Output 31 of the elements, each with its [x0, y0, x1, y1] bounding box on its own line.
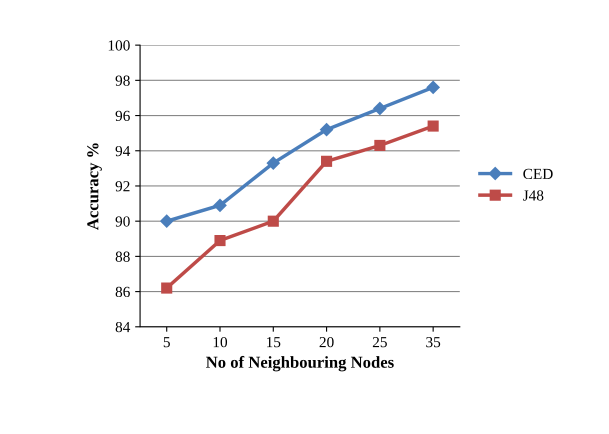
point [374, 140, 386, 152]
point [428, 120, 439, 132]
y-tick-label: 100 [108, 40, 130, 51]
point [161, 282, 172, 294]
y-tick-label: 96 [116, 110, 130, 122]
y-axis-title: Accuracy % [87, 143, 102, 230]
y-tick-label: 90 [116, 216, 130, 227]
point [213, 198, 227, 212]
x-axis-title: No of Neighbouring Nodes [206, 356, 394, 372]
legend-label: J48 [523, 190, 544, 201]
x-tick-label: 15 [266, 337, 280, 348]
point [321, 156, 332, 167]
x-tick-label: 25 [372, 337, 387, 348]
point [160, 214, 174, 228]
legend-label: CED [523, 168, 553, 180]
x-tick-label: 10 [214, 336, 228, 348]
y-tick-label: 92 [116, 181, 130, 192]
y-tick-label: 84 [116, 322, 130, 332]
point [373, 102, 386, 116]
y-tick-label: 94 [116, 146, 130, 156]
point [320, 123, 334, 136]
x-tick-label: 5 [164, 337, 170, 348]
y-tick-label: 88 [116, 252, 130, 262]
point [266, 156, 280, 170]
x-tick-label: 35 [426, 337, 440, 348]
point [426, 80, 440, 94]
x-tick-label: 20 [320, 336, 334, 348]
y-tick-label: 86 [116, 286, 130, 298]
point [214, 234, 226, 246]
y-tick-label: 98 [116, 75, 130, 86]
point [268, 216, 279, 227]
